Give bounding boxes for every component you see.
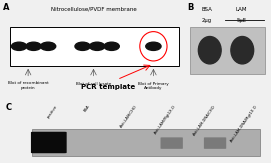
Text: Anti-LAM-DNA/Mgt1X.O: Anti-LAM-DNA/Mgt1X.O <box>230 104 259 143</box>
FancyBboxPatch shape <box>160 137 183 149</box>
Bar <box>32 129 260 156</box>
Circle shape <box>40 42 56 50</box>
Text: Anti-LAM/CHO: Anti-LAM/CHO <box>120 104 138 129</box>
Bar <box>190 27 265 74</box>
Circle shape <box>11 42 27 50</box>
Text: Blot of Primary
Antibody: Blot of Primary Antibody <box>138 82 169 90</box>
Text: 2μg: 2μg <box>201 18 212 23</box>
Circle shape <box>146 42 161 50</box>
Text: BSA: BSA <box>83 104 91 113</box>
Circle shape <box>26 42 41 50</box>
Circle shape <box>89 42 105 50</box>
Circle shape <box>75 42 90 50</box>
FancyBboxPatch shape <box>31 132 67 153</box>
Circle shape <box>104 42 119 50</box>
Text: BSA: BSA <box>201 7 212 12</box>
Text: Anti-LAM/Mgt1X.O: Anti-LAM/Mgt1X.O <box>154 104 177 135</box>
Text: Blot of cell lysate: Blot of cell lysate <box>76 82 111 86</box>
Circle shape <box>231 37 254 64</box>
Text: positive: positive <box>46 104 58 119</box>
Text: 5μE: 5μE <box>237 18 246 23</box>
Text: B: B <box>187 3 193 12</box>
Text: LAM: LAM <box>236 7 247 12</box>
Bar <box>10 27 179 66</box>
Text: C: C <box>5 103 12 112</box>
Text: Anti-LAM-DNA/CHO: Anti-LAM-DNA/CHO <box>192 104 216 137</box>
Text: PCR template: PCR template <box>81 84 135 90</box>
Text: Blot of recombinant
protein: Blot of recombinant protein <box>8 82 49 90</box>
Circle shape <box>198 37 221 64</box>
Text: A: A <box>3 3 9 12</box>
Text: Nitrocellulose/PVDF membrane: Nitrocellulose/PVDF membrane <box>51 6 136 11</box>
FancyBboxPatch shape <box>204 137 226 149</box>
